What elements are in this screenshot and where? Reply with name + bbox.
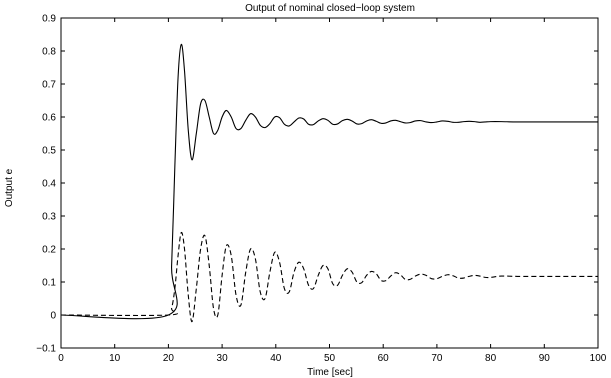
y-tick-label: 0.3 bbox=[42, 212, 56, 223]
y-tick-label: 0.8 bbox=[42, 47, 56, 58]
x-tick-label: 100 bbox=[590, 353, 607, 364]
x-axis-label: Time [sec] bbox=[307, 367, 353, 378]
chart-title: Output of nominal closed−loop system bbox=[245, 3, 415, 14]
tick-layer: 0 10 20 30 40 50 60 70 80 90 100−0.100.10.20.30.40… bbox=[36, 14, 607, 365]
y-tick-label: −0.1 bbox=[36, 344, 56, 355]
y-axis-label: Output e bbox=[4, 168, 15, 207]
y-tick-label: 0 bbox=[50, 311, 56, 322]
x-tick-label: 80 bbox=[485, 353, 497, 364]
series-line-dashed bbox=[60, 231, 598, 323]
y-tick-label: 0.4 bbox=[42, 179, 56, 190]
x-tick-label: 90 bbox=[539, 353, 551, 364]
x-tick-label: 70 bbox=[431, 353, 443, 364]
y-tick-label: 0.5 bbox=[42, 146, 56, 157]
series-layer bbox=[60, 43, 598, 323]
plot-frame bbox=[60, 17, 599, 349]
x-tick-label: 20 bbox=[163, 353, 175, 364]
x-tick-label: 50 bbox=[324, 353, 336, 364]
series-line-solid bbox=[60, 43, 598, 320]
x-tick-label: 40 bbox=[270, 353, 282, 364]
plot-area: 0 10 20 30 40 50 60 70 80 90 100−0.100.10.20.30.40… bbox=[36, 14, 607, 365]
x-tick-label: 10 bbox=[109, 353, 121, 364]
y-tick-label: 0.1 bbox=[42, 278, 56, 289]
y-tick-label: 0.6 bbox=[42, 113, 56, 124]
x-tick-label: 0 bbox=[58, 353, 64, 364]
x-tick-label: 60 bbox=[378, 353, 390, 364]
x-tick-label: 30 bbox=[217, 353, 229, 364]
y-tick-label: 0.9 bbox=[42, 14, 56, 25]
y-tick-label: 0.2 bbox=[42, 245, 56, 256]
y-tick-label: 0.7 bbox=[42, 80, 56, 91]
